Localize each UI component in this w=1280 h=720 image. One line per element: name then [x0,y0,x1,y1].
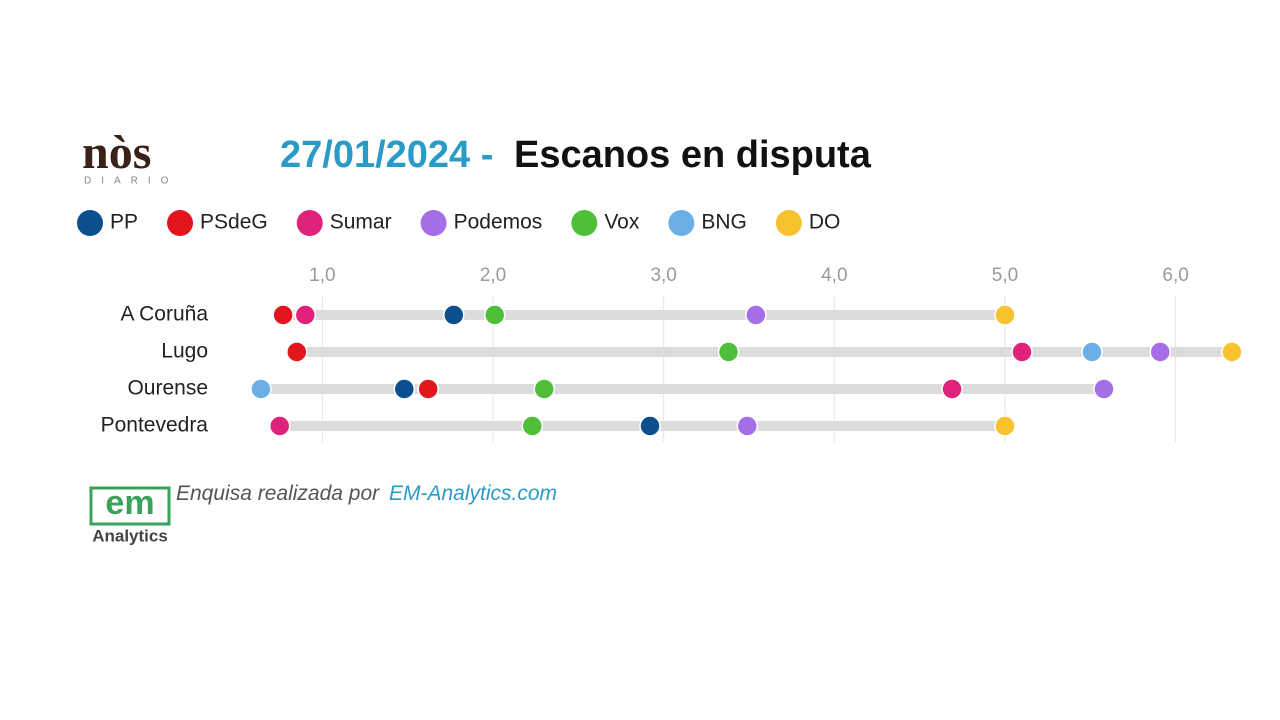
dot [286,341,308,363]
dot [533,378,555,400]
dot [1081,341,1103,363]
row-label: Ourense [127,377,208,400]
legend-label: Podemos [454,211,543,234]
legend-label: PP [110,211,138,234]
legend-label: BNG [701,211,747,234]
legend-swatch [167,210,194,236]
title-date: 27/01/2024 - [280,134,493,176]
legend-label: Sumar [330,211,392,234]
source-link[interactable]: EM-Analytics.com [389,482,557,505]
em-logo-sub: Analytics [92,526,168,545]
em-logo: em [105,484,154,522]
legend-swatch [420,210,447,236]
row-label: Lugo [161,340,208,363]
legend-swatch [296,210,323,236]
dot [483,304,506,326]
legend-label: PSdeG [200,211,268,234]
dot [1149,341,1172,363]
x-tick-label: 2,0 [480,265,506,286]
row-label: A Coruña [120,303,208,326]
legend-swatch [775,210,802,236]
dot [994,304,1016,326]
logo-sub: DIARIO [84,176,178,187]
legend-swatch [571,210,598,236]
legend: PP PSdeG Sumar Podemos Vox BNG DO [77,210,840,236]
dot [994,415,1016,437]
logo: nòs [82,126,151,179]
legend-swatch [77,210,103,236]
x-tick-label: 5,0 [992,265,1018,286]
x-tick-label: 6,0 [1162,265,1188,286]
title-text: Escanos en disputa [514,134,872,176]
dot [393,378,416,400]
legend-label: Vox [604,211,640,234]
dot [1093,378,1115,400]
em-logo-box [89,486,171,526]
dot [272,304,294,326]
dot [417,378,439,400]
dot [268,415,291,437]
dot [639,415,661,437]
plot: A Coruña Lugo Ourense Pontevedra [101,303,1243,437]
dot [941,378,963,400]
x-tick-label: 1,0 [309,265,335,286]
dot [736,415,759,437]
x-tick-label: 3,0 [650,265,676,286]
dot [521,415,544,437]
row-label: Pontevedra [101,414,209,437]
dot [745,304,767,326]
chart-title: 27/01/2024 - Escanos en disputa [280,134,872,176]
dot [294,304,317,326]
x-tick-label: 4,0 [821,265,847,286]
source-text: Enquisa realizada por [176,482,380,505]
source: Enquisa realizada por EM-Analytics.com [176,482,557,505]
dot [1221,341,1243,363]
dot [250,378,272,400]
dot [717,341,740,363]
legend-label: DO [809,211,841,234]
dot [443,304,465,326]
legend-swatch [668,210,695,236]
dot [1011,341,1033,363]
